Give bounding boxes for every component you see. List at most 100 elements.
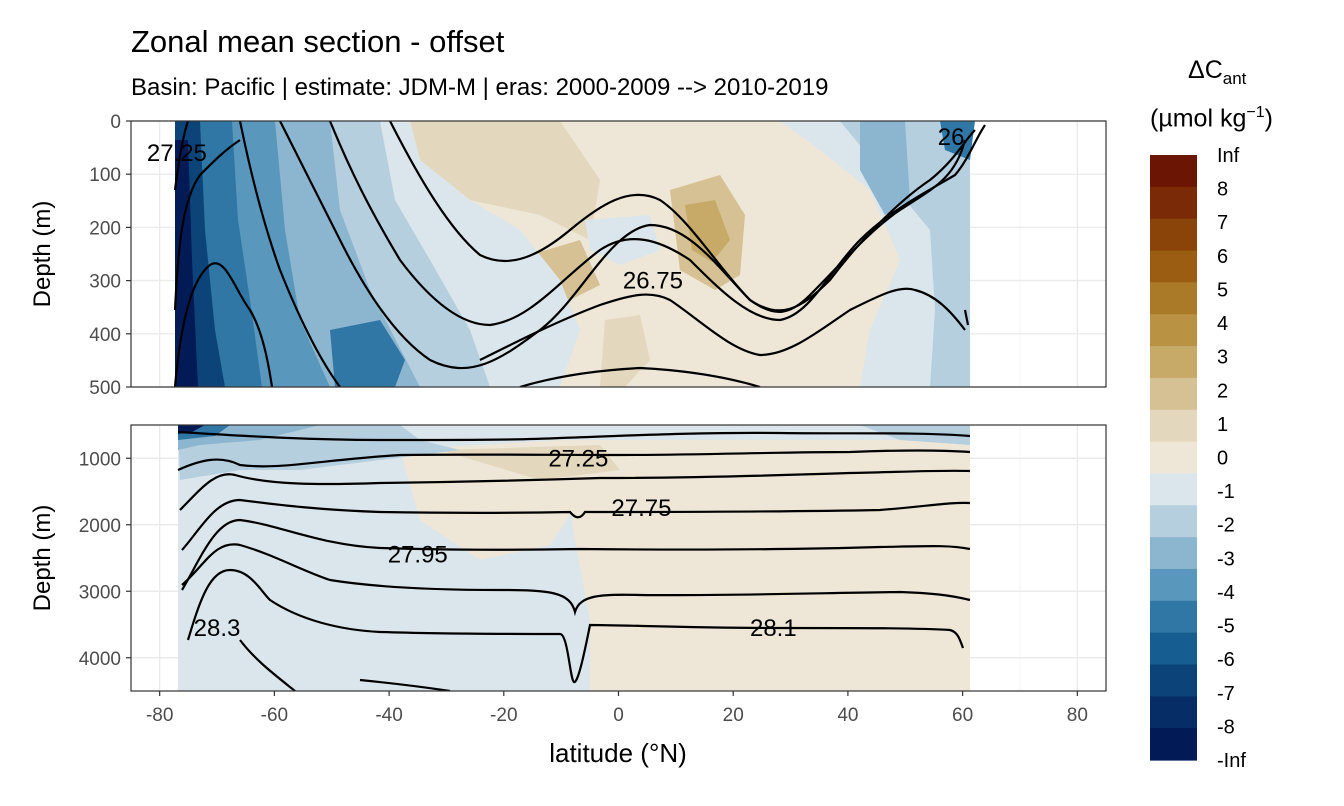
colorbar-segment bbox=[1150, 186, 1197, 220]
x-tick-label: 40 bbox=[837, 705, 858, 726]
colorbar-segment bbox=[1150, 696, 1197, 729]
upper-contours bbox=[173, 121, 986, 387]
legend-title-subscript: ant bbox=[1222, 69, 1247, 88]
colorbar-segment bbox=[1150, 250, 1197, 283]
lower-field bbox=[178, 425, 970, 691]
colorbar-segment bbox=[1150, 346, 1197, 379]
contour-label: 27.75 bbox=[611, 495, 671, 522]
legend-unit-close: ) bbox=[1264, 104, 1273, 133]
contour-line bbox=[179, 469, 971, 511]
x-tick-label: 20 bbox=[723, 705, 744, 726]
contour-line bbox=[181, 543, 971, 617]
colorbar-label: 4 bbox=[1217, 313, 1228, 335]
y-tick-label: 0 bbox=[110, 112, 121, 133]
upper-brown-patch bbox=[685, 200, 730, 262]
contour-line bbox=[479, 287, 966, 361]
x-tick-label: 60 bbox=[952, 705, 973, 726]
contour-line bbox=[359, 678, 451, 691]
contour-line bbox=[177, 449, 971, 472]
contour-label: 26.75 bbox=[623, 268, 683, 295]
lower-contours bbox=[177, 430, 971, 691]
y-tick-label: 100 bbox=[89, 165, 121, 186]
contour-line bbox=[239, 639, 296, 691]
colorbar-segment bbox=[1150, 505, 1197, 538]
upper-y-axis: 0 100 200 300 400 500 bbox=[89, 112, 131, 399]
contour-line bbox=[177, 430, 971, 442]
contour-label: 27.25 bbox=[147, 140, 207, 167]
x-axis-label: latitude (°N) bbox=[549, 738, 687, 768]
contour-label: 28.1 bbox=[750, 615, 797, 642]
upper-blue-region bbox=[840, 121, 970, 387]
colorbar-segment bbox=[1150, 377, 1197, 411]
colorbar-label: 3 bbox=[1217, 347, 1228, 369]
colorbar-label: Inf bbox=[1217, 145, 1240, 167]
y-tick-label: 500 bbox=[89, 378, 121, 399]
legend-unit-superscript: −1 bbox=[1246, 104, 1265, 121]
x-tick-label: -80 bbox=[146, 705, 173, 726]
chart-title: Zonal mean section - offset bbox=[131, 24, 505, 59]
colorbar-segment bbox=[1150, 664, 1197, 697]
colorbar-label: 8 bbox=[1217, 179, 1228, 201]
contour-line bbox=[181, 518, 971, 591]
y-tick-label: 2000 bbox=[79, 516, 121, 537]
colorbar-segment bbox=[1150, 282, 1197, 315]
legend-title: ΔCant bbox=[1188, 56, 1246, 89]
colorbar-segment bbox=[1150, 473, 1197, 506]
colorbar-label: -4 bbox=[1217, 582, 1235, 604]
colorbar-label: 7 bbox=[1217, 212, 1228, 234]
x-tick-label: 80 bbox=[1067, 705, 1088, 726]
colorbar-label: -5 bbox=[1217, 616, 1235, 638]
upper-blue-region bbox=[330, 320, 405, 387]
legend-unit-text: (µmol kg bbox=[1150, 104, 1247, 133]
contour-line bbox=[389, 121, 967, 314]
contour-line bbox=[328, 121, 986, 327]
y-tick-label: 1000 bbox=[79, 449, 121, 470]
y-tick-label: 300 bbox=[89, 272, 121, 293]
colorbar-label: 1 bbox=[1217, 414, 1228, 436]
contour-label: 27.95 bbox=[388, 542, 448, 569]
colorbar-segment bbox=[1150, 568, 1197, 602]
colorbar-segment bbox=[1150, 409, 1197, 443]
x-tick-label: 0 bbox=[613, 705, 624, 726]
colorbar-label: -1 bbox=[1217, 481, 1235, 503]
contour-line bbox=[519, 366, 761, 387]
colorbar-label: 6 bbox=[1217, 246, 1228, 268]
contour-line bbox=[173, 262, 274, 387]
y-tick-label: 4000 bbox=[79, 649, 121, 670]
upper-panel bbox=[130, 120, 1107, 388]
contour-label: 26 bbox=[938, 124, 965, 151]
y-tick-label: 400 bbox=[89, 325, 121, 346]
x-tick-label: -60 bbox=[261, 705, 288, 726]
upper-brown-patch bbox=[410, 121, 600, 240]
contour-line bbox=[181, 498, 971, 551]
contour-line bbox=[963, 309, 970, 326]
y-axis-label-upper: Depth (m) bbox=[29, 201, 56, 308]
upper-blue-region bbox=[940, 121, 975, 160]
upper-field bbox=[175, 121, 975, 387]
colorbar-segment bbox=[1150, 600, 1197, 634]
colorbar-label: -2 bbox=[1217, 515, 1235, 537]
x-tick-label: -40 bbox=[375, 705, 402, 726]
contour-line bbox=[186, 568, 965, 684]
colorbar-label: -3 bbox=[1217, 548, 1235, 570]
contour-line bbox=[173, 139, 241, 311]
colorbar-label: 2 bbox=[1217, 380, 1228, 402]
contour-line bbox=[238, 121, 341, 387]
contour-line bbox=[173, 121, 190, 191]
x-axis: -80 -60 -40 -20 0 20 40 60 80 bbox=[146, 691, 1088, 726]
colorbar-segment bbox=[1150, 218, 1197, 252]
colorbar-segment bbox=[1150, 441, 1197, 475]
colorbar-label: -7 bbox=[1217, 683, 1235, 705]
y-tick-label: 3000 bbox=[79, 582, 121, 603]
y-tick-label: 200 bbox=[89, 218, 121, 239]
colorbar-segment bbox=[1150, 632, 1197, 666]
colorbar-label: -8 bbox=[1217, 716, 1235, 738]
contour-label: 27.25 bbox=[548, 445, 608, 472]
colorbar-segment bbox=[1150, 728, 1197, 761]
legend-unit: (µmol kg−1) bbox=[1150, 104, 1273, 133]
upper-blue-region bbox=[860, 121, 910, 215]
colorbar: Inf 8 7 6 5 4 3 2 1 0 -1 -2 -3 -4 -5 -6 -7 -8 -Inf bbox=[1150, 145, 1246, 772]
colorbar-label: 5 bbox=[1217, 279, 1228, 301]
